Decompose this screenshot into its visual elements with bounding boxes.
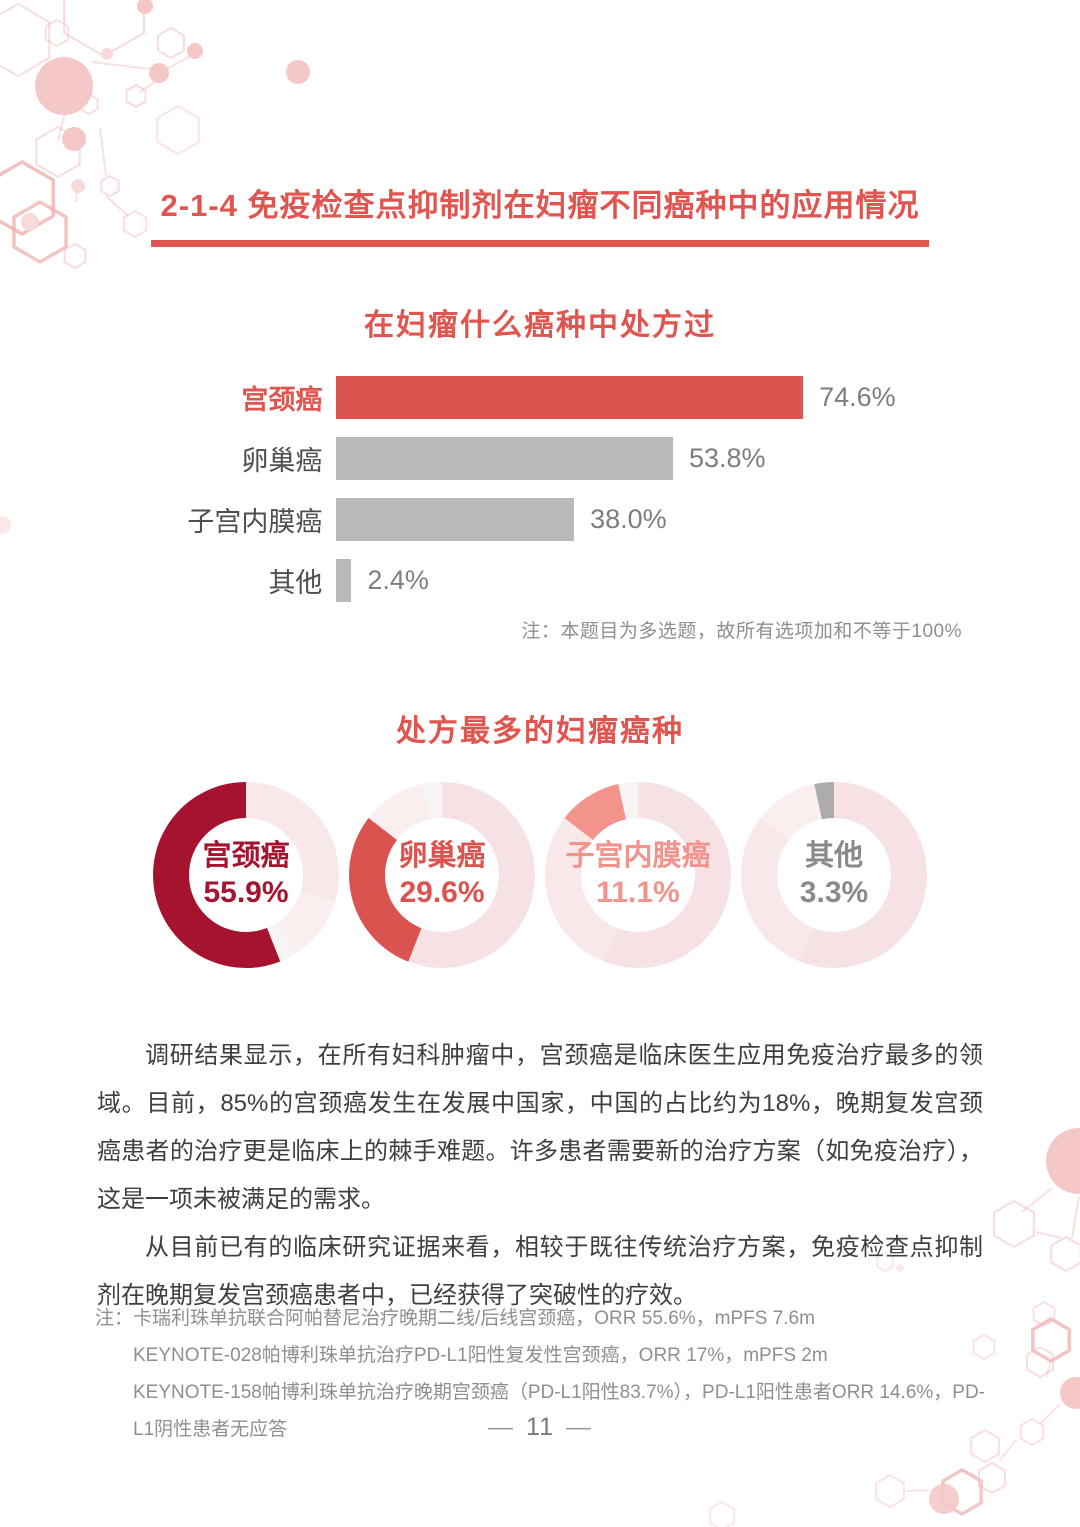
section-header: 2-1-4 免疫检查点抑制剂在妇瘤不同癌种中的应用情况 bbox=[0, 180, 1080, 247]
bar-category-label: 其他 bbox=[268, 568, 323, 598]
footer-dash: — bbox=[488, 1413, 515, 1441]
bar-fill bbox=[336, 498, 575, 541]
donut-chart-row: 宫颈癌 55.9% 卵巢癌 29.6% 子宫内膜癌 11.1% 其他 3.3% bbox=[0, 782, 1080, 968]
bar-category-label: 卵巢癌 bbox=[241, 446, 323, 476]
bar-row: 子宫内膜癌 38.0% bbox=[140, 498, 962, 541]
donut-value-label: 3.3% bbox=[799, 876, 869, 910]
section-title: 2-1-4 免疫检查点抑制剂在妇瘤不同癌种中的应用情况 bbox=[150, 180, 930, 247]
body-paragraph: 从目前已有的临床研究证据来看，相较于既往传统治疗方案，免疫检查点抑制剂在晚期复发… bbox=[97, 1234, 983, 1309]
bar-row: 宫颈癌 74.6% bbox=[140, 376, 962, 419]
bar-fill bbox=[336, 376, 804, 419]
donut-3: 子宫内膜癌 11.1% bbox=[545, 782, 731, 968]
bar-value-label: 2.4% bbox=[367, 565, 429, 595]
page-number: 11 bbox=[526, 1413, 554, 1441]
donut-category-label: 宫颈癌 bbox=[202, 840, 290, 873]
bar-fill bbox=[336, 437, 673, 480]
bar-track: 74.6% bbox=[336, 376, 962, 419]
donut-center-text: 其他 3.3% bbox=[741, 782, 927, 968]
bar-track: 2.4% bbox=[336, 559, 962, 602]
bar-category-label: 宫颈癌 bbox=[241, 385, 323, 415]
bar-chart-rows: 宫颈癌 74.6% 卵巢癌 53.8% 子宫内膜癌 38.0% 其他 2.4% bbox=[140, 376, 962, 602]
donut-hole bbox=[777, 818, 891, 932]
page-footer: — 11 — bbox=[0, 1413, 1080, 1442]
donut-1: 宫颈癌 55.9% bbox=[153, 782, 339, 968]
donut-center-text: 卵巢癌 29.6% bbox=[349, 782, 535, 968]
donut-category-label: 子宫内膜癌 bbox=[565, 840, 711, 873]
footnotes: 注：卡瑞利珠单抗联合阿帕替尼治疗晚期二线/后线宫颈癌，ORR 55.6%，mPF… bbox=[95, 1300, 995, 1448]
donut-hole bbox=[581, 818, 695, 932]
donut-hole bbox=[385, 818, 499, 932]
donut-center-text: 宫颈癌 55.9% bbox=[153, 782, 339, 968]
body-paragraph: 调研结果显示，在所有妇科肿瘤中，宫颈癌是临床医生应用免疫治疗最多的领域。目前，8… bbox=[97, 1042, 983, 1213]
bar-category-label: 子宫内膜癌 bbox=[187, 507, 323, 537]
body-text: 调研结果显示，在所有妇科肿瘤中，宫颈癌是临床医生应用免疫治疗最多的领域。目前，8… bbox=[97, 1032, 983, 1320]
bar-value-label: 53.8% bbox=[688, 443, 766, 473]
donut-value-label: 55.9% bbox=[203, 876, 289, 910]
footer-dash: — bbox=[565, 1413, 592, 1441]
bar-row: 卵巢癌 53.8% bbox=[140, 437, 962, 480]
donut-4: 其他 3.3% bbox=[741, 782, 927, 968]
bar-value-label: 38.0% bbox=[590, 504, 667, 534]
bar-chart-note: 注：本题目为多选题，故所有选项加和不等于100% bbox=[521, 621, 962, 642]
bar-row: 其他 2.4% bbox=[140, 559, 962, 602]
footnote-line: KEYNOTE-158帕博利珠单抗治疗晚期宫颈癌（PD-L1阳性83.7%），P… bbox=[133, 1382, 986, 1440]
bar-value-label: 74.6% bbox=[819, 382, 896, 412]
bar-chart-title: 在妇瘤什么癌种中处方过 bbox=[364, 309, 716, 342]
donut-2: 卵巢癌 29.6% bbox=[349, 782, 535, 968]
donut-category-label: 其他 bbox=[804, 840, 863, 873]
bar-chart: 宫颈癌 74.6% 卵巢癌 53.8% 子宫内膜癌 38.0% 其他 2.4% bbox=[140, 376, 962, 620]
bar-track: 53.8% bbox=[336, 437, 962, 480]
donut-chart-title: 处方最多的妇瘤癌种 bbox=[396, 715, 684, 748]
bar-track: 38.0% bbox=[336, 498, 962, 541]
donut-category-label: 卵巢癌 bbox=[398, 840, 486, 873]
donut-center-text: 子宫内膜癌 11.1% bbox=[545, 782, 731, 968]
bar-fill bbox=[336, 559, 352, 602]
footnote-line: KEYNOTE-028帕博利珠单抗治疗PD-L1阳性复发性宫颈癌，ORR 17%… bbox=[133, 1345, 828, 1366]
footnote-line: 注：卡瑞利珠单抗联合阿帕替尼治疗晚期二线/后线宫颈癌，ORR 55.6%，mPF… bbox=[95, 1308, 815, 1329]
donut-value-label: 11.1% bbox=[596, 876, 680, 910]
donut-value-label: 29.6% bbox=[399, 876, 485, 910]
donut-hole bbox=[189, 818, 303, 932]
